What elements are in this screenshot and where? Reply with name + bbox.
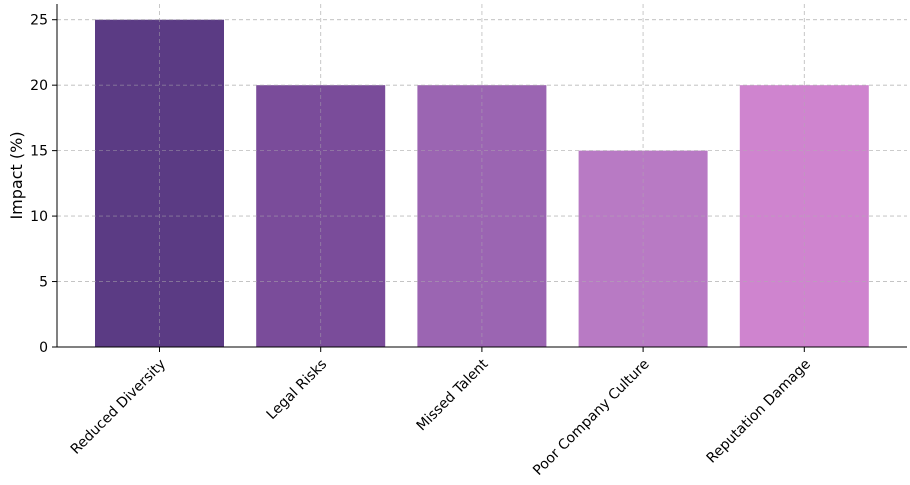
x-tick-label: Reputation Damage (704, 356, 814, 466)
x-tick-label: Reduced Diversity (68, 356, 169, 457)
x-tick-label: Legal Risks (264, 356, 331, 423)
y-tick-label: 10 (30, 209, 48, 225)
x-ticks: Reduced Diversity Legal Risks Missed Talen… (68, 347, 814, 479)
x-tick-label: Poor Company Culture (530, 356, 653, 479)
y-tick-label: 15 (30, 144, 48, 160)
y-tick-label: 20 (30, 78, 48, 94)
y-tick-label: 0 (39, 340, 48, 356)
bars (57, 4, 907, 347)
y-axis-title: Impact (%) (7, 131, 26, 219)
y-tick-label: 25 (30, 13, 48, 29)
y-tick-label: 5 (39, 275, 48, 291)
y-ticks: 0 5 10 15 20 25 (30, 13, 57, 356)
x-tick-label: Missed Talent (414, 356, 492, 434)
